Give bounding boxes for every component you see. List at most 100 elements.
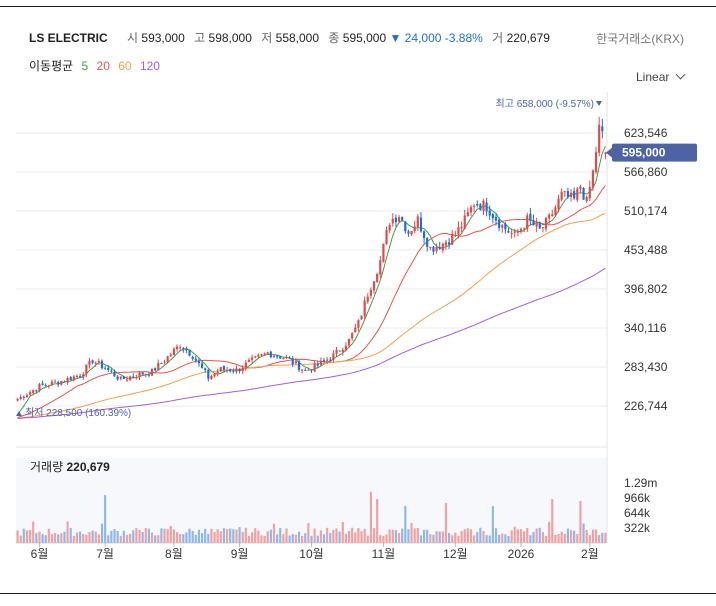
candle	[347, 338, 351, 346]
candle	[598, 124, 601, 153]
volume-bar	[291, 534, 294, 543]
volume-bar	[116, 530, 119, 543]
time-tick-label: 9월	[231, 547, 249, 561]
candle	[473, 205, 476, 207]
candle	[582, 188, 585, 200]
volume-bar	[516, 529, 519, 543]
candle	[397, 217, 401, 222]
candle	[422, 231, 426, 239]
candle	[591, 170, 595, 188]
low-value: 558,000	[275, 31, 320, 45]
volume-bar	[360, 531, 363, 543]
candle	[413, 226, 416, 232]
volume-bar	[476, 532, 479, 543]
volume-bar	[307, 523, 310, 543]
candle	[132, 376, 135, 378]
ma-120[interactable]: 120	[139, 59, 160, 73]
volume-bar	[254, 528, 257, 543]
candle	[338, 350, 341, 352]
time-tick-label: 8월	[165, 547, 183, 561]
volume-bar	[604, 532, 607, 543]
volume-bar	[391, 529, 394, 543]
volume-bar	[451, 535, 454, 543]
candle	[288, 357, 291, 359]
current-price-pointer	[606, 147, 612, 158]
volume-bar	[207, 533, 210, 543]
candle	[285, 357, 288, 359]
volume-bar	[363, 528, 366, 543]
candle	[53, 381, 57, 383]
ma-20[interactable]: 20	[96, 59, 110, 73]
volume-bar	[53, 533, 57, 543]
candle	[57, 382, 60, 385]
low-annotation: 최저 228,500 (160.39%)	[25, 407, 131, 419]
volume-bar	[122, 530, 125, 543]
volume-bar	[113, 529, 116, 543]
volume-bar	[213, 532, 216, 543]
volume-bar	[397, 533, 401, 543]
scale-label: Linear	[636, 70, 670, 84]
candle	[594, 152, 598, 173]
candle	[204, 368, 207, 371]
candle	[22, 396, 25, 398]
candle	[529, 213, 532, 221]
volume-bar	[529, 535, 532, 543]
volume-bar	[498, 534, 501, 543]
candle	[47, 385, 50, 387]
candle	[110, 370, 113, 372]
volume-bar	[316, 535, 319, 543]
volume-bar	[163, 528, 166, 543]
volume-bar	[347, 531, 351, 543]
volume-tick-label: 1.29m	[624, 476, 657, 490]
candle	[276, 355, 279, 357]
ma-60[interactable]: 60	[118, 59, 132, 73]
volume-bar	[326, 527, 329, 543]
candle	[28, 392, 32, 395]
ma-5[interactable]: 5	[81, 59, 89, 73]
candle	[266, 352, 269, 355]
volume-bar	[460, 531, 463, 543]
volume-bar	[157, 535, 160, 543]
volume-bar	[419, 535, 423, 543]
volume-bar	[72, 535, 75, 543]
volume-bar	[469, 529, 473, 543]
candle	[185, 348, 188, 351]
candle	[504, 223, 507, 230]
volume-bar	[132, 530, 135, 543]
scale-selector[interactable]: Linear	[636, 69, 686, 84]
price-tick-label: 623,546	[624, 126, 668, 140]
candle	[38, 384, 41, 391]
volume-bar	[457, 535, 460, 543]
volume-bar	[91, 530, 94, 543]
candle	[491, 213, 494, 219]
candle	[307, 369, 310, 371]
candle	[301, 369, 304, 371]
volume-bar	[110, 530, 113, 543]
volume-bar	[444, 503, 448, 543]
volume-bar	[416, 528, 419, 543]
candle	[488, 210, 491, 216]
volume-bar	[244, 527, 247, 543]
volume-bar	[210, 528, 213, 543]
candle	[238, 369, 241, 371]
candle	[154, 368, 157, 371]
ma-20-line	[17, 185, 606, 419]
candle	[426, 237, 429, 247]
candle	[551, 214, 554, 217]
ma-label: 이동평균	[29, 59, 74, 73]
volume-bar	[332, 529, 335, 543]
volume-bar	[222, 528, 226, 543]
candle	[219, 367, 222, 372]
volume-bar	[79, 531, 82, 543]
volume-bar	[501, 533, 504, 543]
volume-bar	[322, 534, 326, 543]
candle	[122, 376, 125, 380]
candle	[457, 227, 460, 235]
volume-bar	[75, 532, 79, 543]
candle	[385, 230, 388, 245]
candle	[25, 395, 29, 398]
candle	[519, 228, 523, 232]
volume-bar	[285, 528, 288, 543]
volume-bar	[563, 533, 566, 543]
